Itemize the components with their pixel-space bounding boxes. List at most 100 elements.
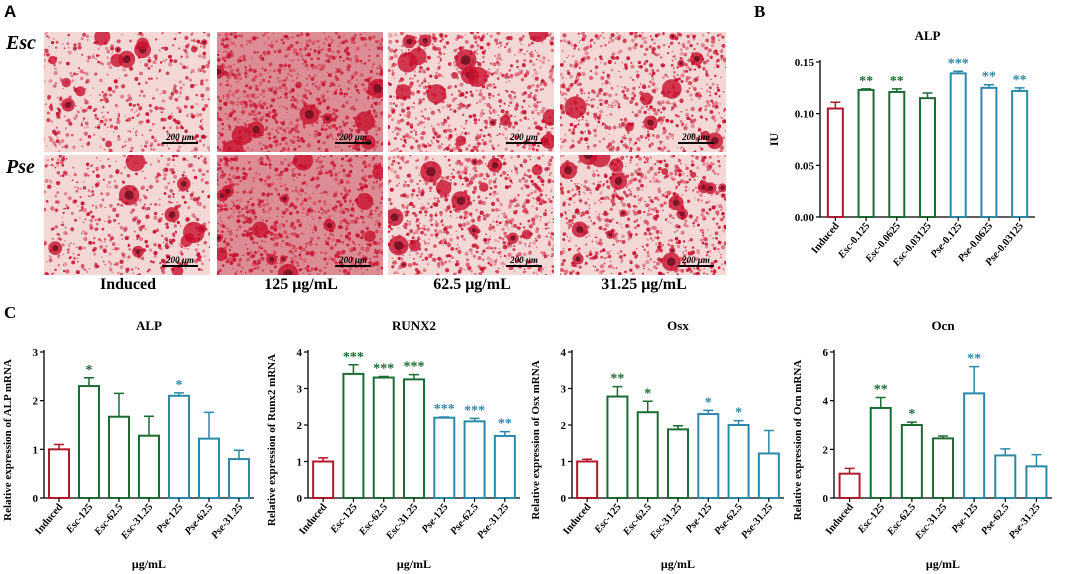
bar xyxy=(1025,465,1048,500)
significance-marker: *** xyxy=(434,402,455,417)
error-bar xyxy=(1031,453,1042,467)
panel-a-letter: A xyxy=(4,2,17,21)
scale-bar-line xyxy=(506,265,542,267)
chart-svg: Osx Relative expression of Osx mRNA 0 1 2 3 4 I… xyxy=(530,318,784,571)
x-tick-label: Pse-125 xyxy=(420,502,451,535)
bar xyxy=(403,378,425,499)
bar xyxy=(228,458,250,499)
significance-marker: * xyxy=(908,407,915,422)
significance-marker: *** xyxy=(343,350,364,365)
x-axis-label: μg/mL xyxy=(926,557,960,571)
x-tick-label: Induced xyxy=(297,502,329,537)
column-label-125: 125 μg/mL xyxy=(264,276,338,293)
error-bar xyxy=(673,424,683,430)
panel-letter: B xyxy=(754,2,765,21)
y-axis-label: Relative expression of Runx2 mRNA xyxy=(266,354,278,526)
x-tick-label: Pse-125 xyxy=(155,502,186,535)
y-axis-label: Relative expression of ALP mRNA xyxy=(2,359,14,521)
micrograph-esc-31-25: 200 μm xyxy=(560,32,726,152)
micrograph-texture xyxy=(560,155,726,275)
y-tick-label: 4 xyxy=(561,347,567,359)
scale-bar-line xyxy=(162,265,198,267)
y-tick-label: 1 xyxy=(33,444,39,456)
y-tick-label: 0.00 xyxy=(795,212,815,224)
error-bar xyxy=(830,101,841,109)
error-bar xyxy=(409,373,419,380)
scale-bar-label: 200 μm xyxy=(166,255,194,265)
error-bar xyxy=(348,364,359,374)
significance-marker: ** xyxy=(890,74,904,89)
scale-bar: 200 μm xyxy=(335,255,371,267)
error-bar xyxy=(174,392,184,396)
bar xyxy=(168,394,190,499)
bar xyxy=(949,72,967,218)
x-tick-label: Pse-31.25 xyxy=(476,502,512,541)
scale-bar-label: 200 μm xyxy=(510,132,538,142)
significance-marker: ** xyxy=(967,352,981,367)
error-bar xyxy=(969,365,980,394)
micrograph-esc-62-5: 200 μm xyxy=(388,32,554,152)
x-tick-label: Pse-62.5 xyxy=(979,502,1011,537)
error-bar xyxy=(1000,448,1011,456)
error-bar xyxy=(612,385,623,397)
significance-marker: *** xyxy=(464,403,485,418)
x-tick-label: Esc-125 xyxy=(592,502,624,537)
error-bar xyxy=(204,411,214,439)
x-tick-label: Pse-31.25 xyxy=(740,502,776,541)
scale-bar: 200 μm xyxy=(335,132,371,144)
x-axis-label: μg/mL xyxy=(132,557,166,571)
y-tick-label: 0.10 xyxy=(795,109,815,121)
bar xyxy=(963,392,986,499)
significance-marker: * xyxy=(86,363,93,378)
micrograph-texture xyxy=(217,32,383,152)
row-label-esc: Esc xyxy=(6,32,36,54)
x-tick-label: Pse-125 xyxy=(684,502,715,535)
chart-title: Osx xyxy=(667,318,689,333)
error-bar xyxy=(234,449,244,460)
bar xyxy=(826,107,844,218)
y-tick-label: 0.15 xyxy=(795,57,815,69)
chart-c-runx2-mrna: RUNX2 Relative expression of Runx2 mRNA 0 1… xyxy=(262,300,526,574)
bar xyxy=(342,372,365,499)
scale-bar-line xyxy=(335,142,371,144)
scale-bar-line xyxy=(162,142,198,144)
bar xyxy=(980,86,998,219)
chart-svg: C ALP Relative expression of ALP mRNA 0 1 2 3 I… xyxy=(2,303,254,571)
chart-svg: RUNX2 Relative expression of Runx2 mRNA 0 1… xyxy=(266,318,520,571)
significance-marker: ** xyxy=(498,417,512,432)
y-tick-label: 2 xyxy=(823,444,829,456)
error-bar xyxy=(861,88,872,90)
y-tick-label: 0 xyxy=(561,493,567,505)
significance-marker: * xyxy=(176,378,183,393)
error-bar xyxy=(114,392,124,417)
x-tick-label: Esc-31.25 xyxy=(119,502,156,543)
x-tick-label: Pse-62.5 xyxy=(449,502,481,537)
y-tick-label: 0 xyxy=(297,493,303,505)
scale-bar-label: 200 μm xyxy=(166,132,194,142)
bar xyxy=(900,424,923,499)
micrograph-texture xyxy=(560,32,726,152)
chart-svg: Ocn Relative expression of Ocn mRNA 0 2 4 6 In… xyxy=(792,318,1052,571)
significance-marker: *** xyxy=(373,361,394,376)
y-tick-label: 0 xyxy=(33,493,39,505)
error-bar xyxy=(763,429,774,454)
micrograph-esc-125: 200 μm xyxy=(217,32,383,152)
y-axis-label: Relative expression of Osx mRNA xyxy=(530,360,542,519)
micrograph-texture xyxy=(388,155,554,275)
significance-marker: ** xyxy=(859,74,873,89)
bar xyxy=(869,406,892,499)
significance-marker: * xyxy=(735,406,742,421)
bar xyxy=(312,460,335,499)
x-tick-label: Pse-31.25 xyxy=(1007,502,1043,541)
micrograph-pse-induced: 200 μm xyxy=(44,155,210,275)
bar xyxy=(636,411,659,499)
micrograph-texture xyxy=(217,155,383,275)
scale-bar-label: 200 μm xyxy=(682,255,710,265)
chart-title: RUNX2 xyxy=(392,318,436,333)
micrograph-pse-31-25: 200 μm xyxy=(560,155,726,275)
chart-title: ALP xyxy=(915,28,941,43)
bar xyxy=(994,454,1017,500)
x-axis-label: μg/mL xyxy=(661,557,695,571)
bar xyxy=(727,424,750,499)
scale-bar-label: 200 μm xyxy=(339,132,367,142)
